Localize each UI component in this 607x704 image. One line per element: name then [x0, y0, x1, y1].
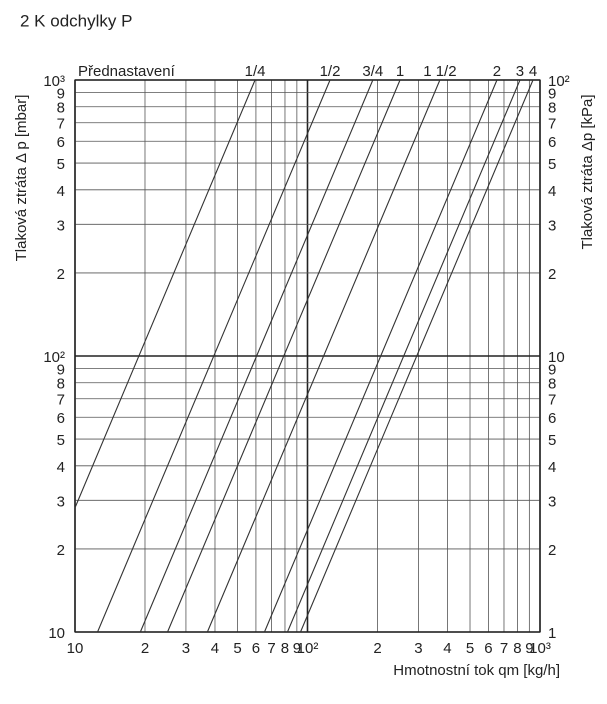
y2-tick-label: 8	[548, 100, 556, 117]
y-tick-label: 4	[57, 183, 65, 200]
x-tick-label: 10³	[529, 640, 551, 657]
series-line	[286, 79, 521, 633]
legend-title: Přednastavení	[78, 63, 176, 80]
y-tick-label: 3	[57, 493, 65, 510]
x-tick-label: 3	[414, 640, 422, 657]
y-tick-label: 2	[57, 266, 65, 283]
series-label: 1 1/2	[423, 63, 456, 80]
y2-tick-label: 5	[548, 156, 556, 173]
series-line	[299, 79, 534, 633]
series-label: 1/2	[320, 63, 341, 80]
y2-tick-label: 6	[548, 410, 556, 427]
series-label: 3	[516, 63, 524, 80]
series-label: 1/4	[245, 63, 266, 80]
y-tick-label: 3	[57, 217, 65, 234]
x-tick-label: 8	[513, 640, 521, 657]
y2-tick-label: 6	[548, 134, 556, 151]
series-line	[139, 79, 374, 633]
y-tick-label: 7	[57, 392, 65, 409]
y2-tick-label: 5	[548, 432, 556, 449]
x-tick-label: 5	[233, 640, 241, 657]
y2-tick-label: 4	[548, 459, 556, 476]
y2-tick-label: 10²	[548, 73, 570, 90]
x-tick-label: 2	[373, 640, 381, 657]
y2-tick-label: 2	[548, 542, 556, 559]
x-tick-label: 7	[267, 640, 275, 657]
y-tick-label: 5	[57, 432, 65, 449]
series-line	[97, 79, 331, 633]
y-tick-label: 10²	[43, 349, 65, 366]
y-tick-label: 8	[57, 376, 65, 393]
y2-tick-label: 4	[548, 183, 556, 200]
y-tick-label: 9	[57, 362, 65, 379]
y2-tick-label: 8	[548, 376, 556, 393]
series-label: 1	[396, 63, 404, 80]
series-label: 3/4	[362, 63, 383, 80]
y2-tick-label: 2	[548, 266, 556, 283]
x-tick-label: 7	[500, 640, 508, 657]
y-tick-label: 10	[48, 625, 65, 642]
y2-tick-label: 9	[548, 86, 556, 103]
x-tick-label: 6	[484, 640, 492, 657]
x-tick-label: 10	[67, 640, 84, 657]
y2-axis-label: Tlaková ztráta Δp [kPa]	[579, 94, 596, 249]
y-tick-label: 6	[57, 134, 65, 151]
x-tick-label: 9	[293, 640, 301, 657]
x-tick-label: 2	[141, 640, 149, 657]
y2-tick-label: 7	[548, 392, 556, 409]
y-tick-label: 7	[57, 116, 65, 133]
x-tick-label: 9	[525, 640, 533, 657]
series-label: 2	[493, 63, 501, 80]
y2-tick-label: 1	[548, 625, 556, 642]
y-tick-label: 8	[57, 100, 65, 117]
y2-tick-label: 10	[548, 349, 565, 366]
x-tick-label: 8	[281, 640, 289, 657]
series-line	[206, 79, 441, 633]
series-line	[167, 79, 401, 633]
y-tick-label: 6	[57, 410, 65, 427]
y2-tick-label: 7	[548, 116, 556, 133]
y2-tick-label: 3	[548, 493, 556, 510]
x-tick-label: 3	[182, 640, 190, 657]
y2-tick-label: 9	[548, 362, 556, 379]
x-tick-label: 5	[466, 640, 474, 657]
x-tick-label: 6	[252, 640, 260, 657]
y2-tick-label: 3	[548, 217, 556, 234]
chart-title: 2 K odchylky P	[20, 11, 132, 30]
y-tick-label: 5	[57, 156, 65, 173]
series-label: 4	[529, 63, 537, 80]
y-tick-label: 9	[57, 86, 65, 103]
y-tick-label: 2	[57, 542, 65, 559]
y-tick-label: 10³	[43, 73, 65, 90]
y-tick-label: 4	[57, 459, 65, 476]
x-tick-label: 10²	[297, 640, 319, 657]
plot-frame	[74, 79, 541, 633]
x-axis-label: Hmotnostní tok qm [kg/h]	[393, 662, 560, 679]
x-tick-label: 4	[211, 640, 219, 657]
y-axis-label: Tlaková ztráta Δ p [mbar]	[13, 95, 30, 262]
x-tick-label: 4	[443, 640, 451, 657]
series-line	[263, 79, 498, 633]
series-line	[74, 79, 256, 508]
